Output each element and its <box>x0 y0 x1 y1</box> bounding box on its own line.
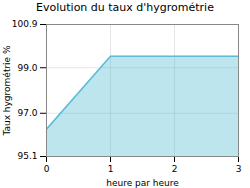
svg-text:100.9: 100.9 <box>12 19 38 29</box>
svg-text:97.0: 97.0 <box>17 108 37 118</box>
svg-text:2: 2 <box>172 164 178 174</box>
svg-text:3: 3 <box>236 164 242 174</box>
svg-text:Taux hygrométrie %: Taux hygrométrie % <box>2 45 12 137</box>
svg-text:99.0: 99.0 <box>17 63 37 73</box>
svg-text:95.1: 95.1 <box>17 151 37 161</box>
svg-text:1: 1 <box>108 164 114 174</box>
svg-text:heure par heure: heure par heure <box>106 178 179 188</box>
html-text:Evolution du taux d'hygrométri: Evolution du taux d'hygrométrie <box>36 1 214 14</box>
svg-text:0: 0 <box>44 164 50 174</box>
